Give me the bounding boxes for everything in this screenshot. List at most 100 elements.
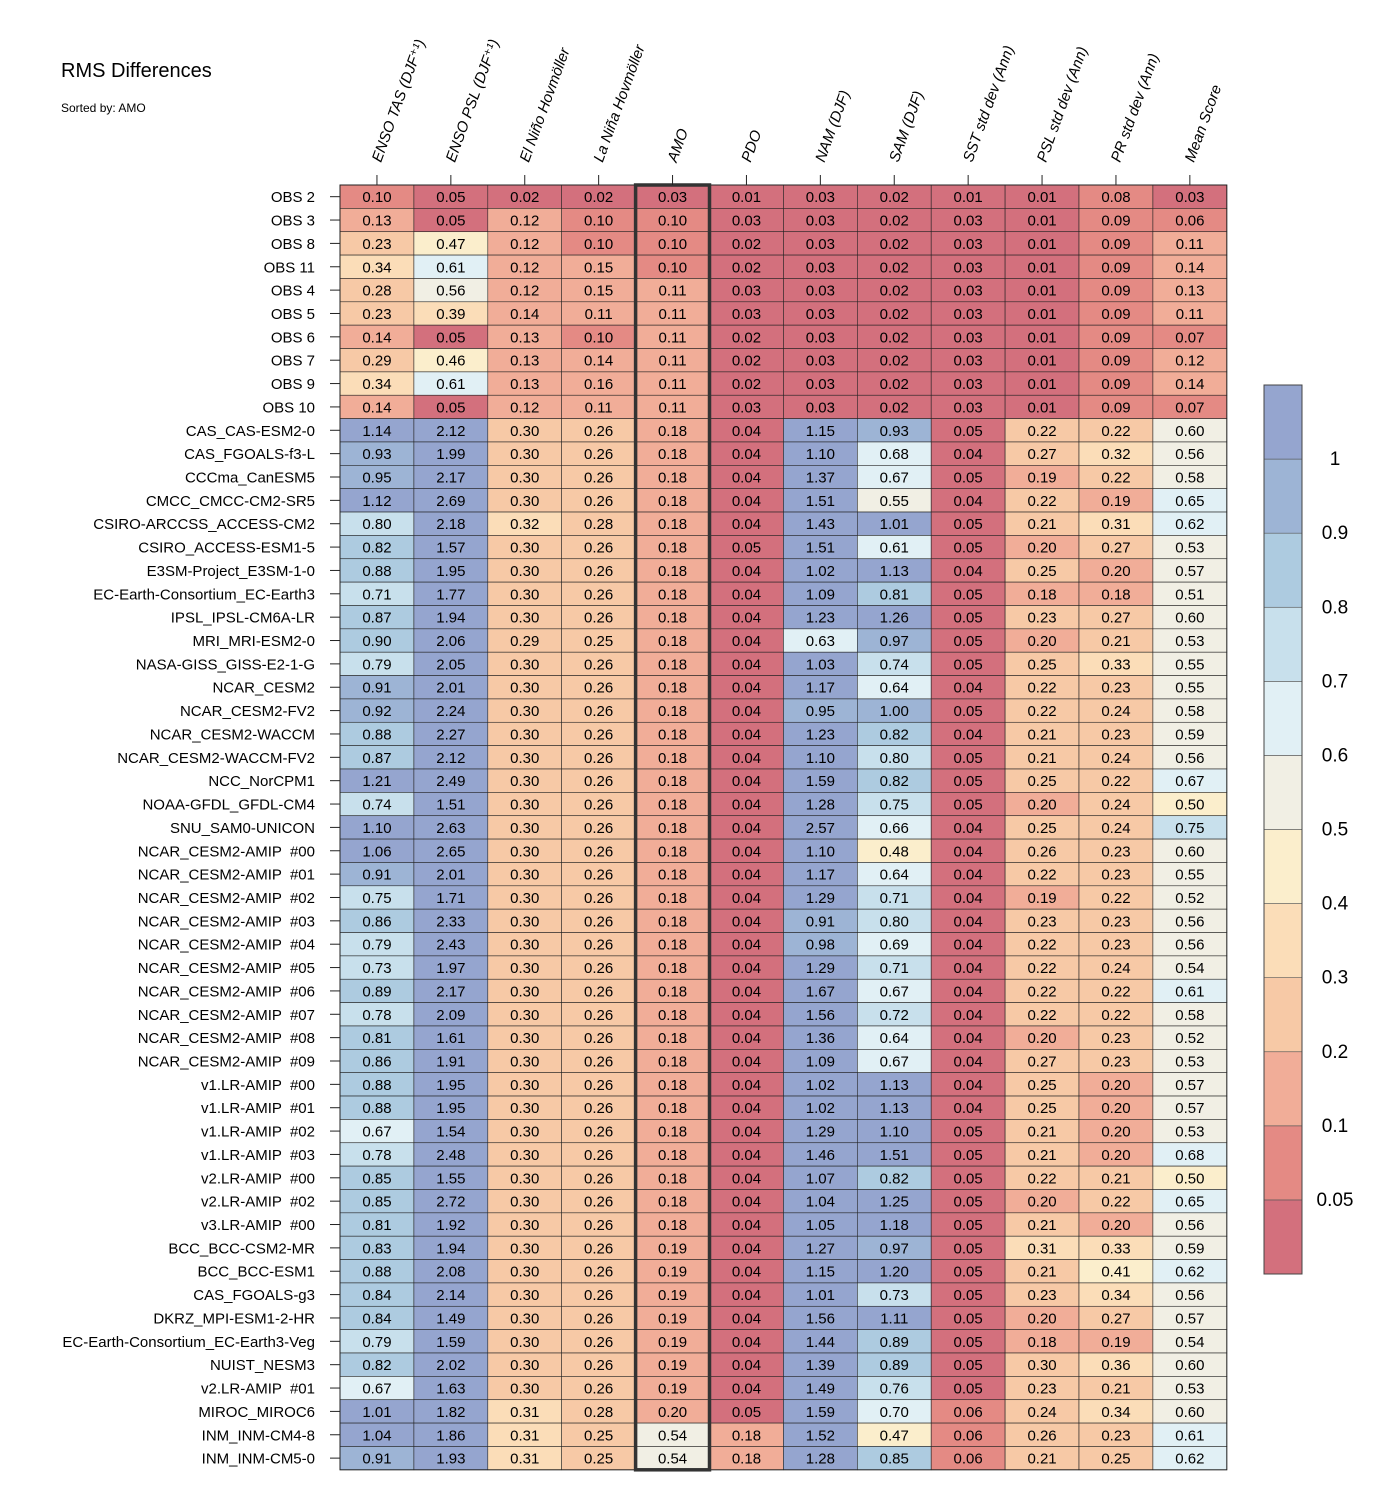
cell-value: 1.86: [436, 1427, 465, 1444]
cell-value: 0.02: [880, 213, 909, 230]
cell-value: 0.36: [1101, 1357, 1130, 1374]
cell-value: 0.04: [732, 820, 761, 837]
cell-value: 0.58: [1175, 1007, 1204, 1024]
cell-value: 0.09: [1101, 283, 1130, 300]
cell-value: 0.02: [880, 353, 909, 370]
cell-value: 0.03: [732, 283, 761, 300]
row-label: OBS 2: [271, 189, 315, 206]
cell-value: 0.75: [1175, 820, 1204, 837]
cell-value: 0.67: [362, 1381, 391, 1398]
cell-value: 0.82: [880, 1170, 909, 1187]
cell-value: 0.26: [584, 1217, 613, 1234]
cell-value: 0.09: [1101, 376, 1130, 393]
cell-value: 0.30: [510, 423, 539, 440]
cell-value: 0.02: [880, 189, 909, 206]
cell-value: 0.21: [1027, 726, 1056, 743]
cell-value: 0.60: [1175, 843, 1204, 860]
cell-value: 1.77: [436, 586, 465, 603]
cell-value: 2.69: [436, 493, 465, 510]
cell-value: 0.21: [1027, 750, 1056, 767]
row-label: v2.LR-AMIP #01: [201, 1381, 315, 1398]
cell-value: 0.71: [880, 890, 909, 907]
cell-value: 0.01: [732, 189, 761, 206]
cell-value: 1.51: [806, 540, 835, 557]
cell-value: 0.74: [880, 656, 909, 673]
cell-value: 0.26: [584, 820, 613, 837]
row-label: OBS 5: [271, 306, 315, 323]
column-label: Mean Score: [1182, 83, 1226, 165]
cell-value: 0.04: [732, 633, 761, 650]
cell-value: 1.17: [806, 867, 835, 884]
cell-value: 0.18: [658, 1100, 687, 1117]
cell-value: 0.03: [954, 329, 983, 346]
cell-value: 0.18: [658, 1124, 687, 1141]
cell-value: 0.01: [1027, 353, 1056, 370]
row-label: v1.LR-AMIP #02: [201, 1124, 315, 1141]
cell-value: 0.23: [362, 236, 391, 253]
cell-value: 1.59: [436, 1334, 465, 1351]
cell-value: 0.30: [510, 726, 539, 743]
cell-value: 0.85: [880, 1451, 909, 1468]
cell-value: 1.09: [806, 1054, 835, 1071]
cell-value: 0.30: [510, 1240, 539, 1257]
cell-value: 0.57: [1175, 1077, 1204, 1094]
cell-value: 0.18: [658, 1170, 687, 1187]
cell-value: 0.25: [1027, 820, 1056, 837]
cell-value: 0.65: [1175, 1194, 1204, 1211]
cell-value: 0.13: [1175, 283, 1204, 300]
cell-value: 0.26: [1027, 1427, 1056, 1444]
cell-value: 0.19: [658, 1264, 687, 1281]
cell-value: 0.26: [584, 446, 613, 463]
cell-value: 0.53: [1175, 540, 1204, 557]
row-label: NCAR_CESM2-AMIP #00: [138, 843, 315, 860]
cell-value: 0.61: [1175, 1427, 1204, 1444]
row-label: OBS 6: [271, 329, 315, 346]
cell-value: 0.11: [659, 329, 687, 346]
cell-value: 0.04: [954, 563, 983, 580]
cell-value: 0.68: [1175, 1147, 1204, 1164]
cell-value: 0.20: [1101, 1077, 1130, 1094]
cell-value: 0.53: [1175, 1054, 1204, 1071]
cell-value: 0.04: [732, 913, 761, 930]
cell-value: 0.26: [584, 563, 613, 580]
cell-value: 0.19: [658, 1381, 687, 1398]
cell-value: 0.03: [806, 236, 835, 253]
cell-value: 0.04: [732, 750, 761, 767]
cell-value: 0.04: [732, 1124, 761, 1141]
cell-value: 0.20: [1101, 563, 1130, 580]
cell-value: 0.18: [658, 1007, 687, 1024]
column-label: El Niño Hovmöller: [517, 45, 574, 165]
cell-value: 0.26: [584, 1194, 613, 1211]
cell-value: 1.94: [436, 610, 465, 627]
cell-value: 0.18: [658, 656, 687, 673]
cell-value: 0.19: [658, 1310, 687, 1327]
cell-value: 0.26: [584, 470, 613, 487]
cell-value: 0.05: [954, 1287, 983, 1304]
cell-value: 0.30: [510, 1287, 539, 1304]
cell-value: 0.20: [658, 1404, 687, 1421]
cell-value: 0.04: [954, 890, 983, 907]
cell-value: 0.01: [1027, 306, 1056, 323]
cell-value: 0.98: [806, 937, 835, 954]
cell-value: 2.57: [806, 820, 835, 837]
cell-value: 1.71: [436, 890, 465, 907]
cell-value: 0.26: [584, 1357, 613, 1374]
cell-value: 0.41: [1101, 1264, 1130, 1281]
cell-value: 0.26: [584, 1124, 613, 1141]
cell-value: 0.26: [584, 960, 613, 977]
cell-value: 1.12: [362, 493, 391, 510]
cell-value: 0.57: [1175, 1310, 1204, 1327]
row-label: NOAA-GFDL_GFDL-CM4: [142, 797, 315, 814]
cell-value: 0.12: [510, 213, 539, 230]
cell-value: 0.53: [1175, 633, 1204, 650]
cell-value: 0.78: [362, 1147, 391, 1164]
cell-value: 0.04: [732, 1170, 761, 1187]
cell-value: 0.05: [732, 540, 761, 557]
cell-value: 0.26: [584, 1287, 613, 1304]
cell-value: 2.17: [436, 983, 465, 1000]
cell-value: 2.48: [436, 1147, 465, 1164]
cell-value: 0.18: [658, 797, 687, 814]
cell-value: 1.37: [806, 470, 835, 487]
cell-value: 0.84: [362, 1310, 391, 1327]
cell-value: 0.31: [1027, 1240, 1056, 1257]
